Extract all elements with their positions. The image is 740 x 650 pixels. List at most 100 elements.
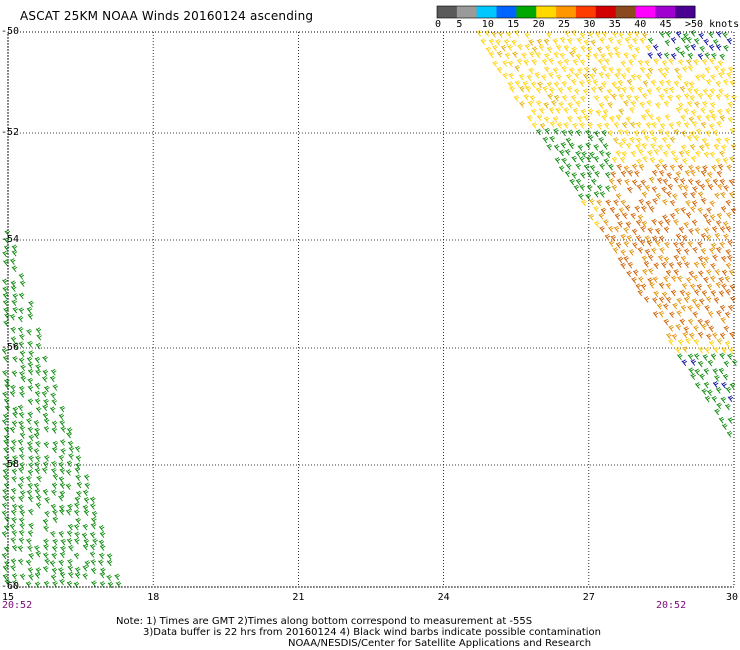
wind-barb xyxy=(34,581,41,589)
wind-barb xyxy=(106,574,112,582)
wind-barb xyxy=(632,269,639,277)
wind-barb xyxy=(692,274,699,282)
wind-barb xyxy=(571,46,577,54)
lat-lon-grid xyxy=(7,31,735,588)
wind-barb xyxy=(651,235,658,243)
wind-barb xyxy=(683,296,690,304)
wind-barb xyxy=(561,80,568,88)
wind-barb xyxy=(725,225,732,233)
wind-barb xyxy=(698,255,704,263)
wind-barb xyxy=(648,176,655,184)
wind-barb xyxy=(717,183,723,191)
wind-barb xyxy=(50,503,57,511)
wind-barb xyxy=(676,297,683,305)
wind-barb xyxy=(617,128,624,136)
wind-barb xyxy=(2,355,9,363)
wind-barb xyxy=(536,114,543,121)
wind-barb xyxy=(685,199,691,207)
wind-barb xyxy=(696,283,703,291)
wind-barb xyxy=(680,305,687,312)
wind-barb xyxy=(598,71,605,79)
wind-barb xyxy=(11,420,18,427)
wind-barb xyxy=(695,74,701,81)
wind-barb xyxy=(695,303,701,310)
wind-barb xyxy=(624,129,630,137)
wind-barb xyxy=(546,46,553,53)
wind-barb xyxy=(715,93,722,101)
wind-barb xyxy=(564,30,570,37)
wind-barb xyxy=(542,85,549,93)
wind-barb xyxy=(704,319,711,327)
wind-barb xyxy=(573,184,580,192)
wind-barb xyxy=(625,142,632,150)
wind-barb xyxy=(664,241,670,249)
wind-barb xyxy=(662,150,669,158)
wind-barb xyxy=(508,72,514,80)
wind-barb xyxy=(3,546,10,553)
wind-barb xyxy=(620,199,627,207)
wind-barb xyxy=(635,283,641,291)
wind-barb xyxy=(635,137,642,144)
wind-barb xyxy=(17,315,24,323)
wind-barb xyxy=(716,212,723,220)
wind-barb xyxy=(629,85,635,93)
wind-barb xyxy=(58,454,65,462)
wind-barb xyxy=(659,31,666,38)
wind-barb xyxy=(729,127,736,135)
wind-barb xyxy=(710,101,716,109)
wind-barb xyxy=(727,395,734,403)
wind-barb xyxy=(639,239,646,247)
wind-barb xyxy=(543,38,550,46)
wind-barb xyxy=(12,411,18,419)
wind-barb xyxy=(58,461,64,469)
wind-barb xyxy=(628,59,634,66)
wind-barb xyxy=(646,88,653,95)
wind-barb xyxy=(697,191,704,199)
wind-barb xyxy=(686,277,692,284)
wind-barb xyxy=(33,448,40,455)
wind-barb xyxy=(18,357,25,364)
wind-barb xyxy=(27,313,34,320)
wind-barb xyxy=(618,108,625,115)
wind-barb xyxy=(34,390,41,398)
wind-barb xyxy=(18,504,24,512)
wind-barb xyxy=(28,573,34,581)
wind-barb xyxy=(680,144,687,152)
wind-barb xyxy=(643,260,650,268)
wind-barb xyxy=(634,205,641,213)
wind-barb xyxy=(65,483,72,490)
wind-barb xyxy=(553,51,560,59)
wind-barb xyxy=(691,219,698,227)
wind-barb xyxy=(699,183,706,191)
wind-barb xyxy=(727,101,734,109)
wind-barb xyxy=(27,426,34,434)
wind-barb xyxy=(599,163,605,170)
wind-barb xyxy=(712,254,718,261)
wind-barb xyxy=(663,87,669,95)
wind-barb xyxy=(669,164,676,172)
wind-barb xyxy=(639,66,646,74)
wind-barb xyxy=(92,538,98,545)
wind-barb xyxy=(67,503,73,511)
wind-barb xyxy=(19,509,26,517)
wind-barb xyxy=(616,178,623,185)
wind-barb xyxy=(661,59,668,67)
wind-barb xyxy=(696,114,703,122)
wind-barb xyxy=(720,396,727,404)
wind-barb xyxy=(587,134,594,142)
wind-barb xyxy=(9,426,16,434)
colorbar-swatch xyxy=(536,6,557,18)
wind-barb xyxy=(541,58,548,66)
wind-barb xyxy=(81,532,88,540)
wind-barb xyxy=(679,177,686,185)
wind-barb xyxy=(726,212,732,219)
wind-barb xyxy=(99,571,106,579)
wind-barb xyxy=(721,382,727,389)
map-title: ASCAT 25KM NOAA Winds 20160124 ascending xyxy=(20,9,314,23)
wind-barb xyxy=(658,282,665,289)
wind-barb xyxy=(653,148,660,156)
wind-barb xyxy=(703,276,709,284)
wind-barb xyxy=(687,178,694,185)
wind-barb xyxy=(700,121,707,129)
wind-barb xyxy=(2,369,8,377)
